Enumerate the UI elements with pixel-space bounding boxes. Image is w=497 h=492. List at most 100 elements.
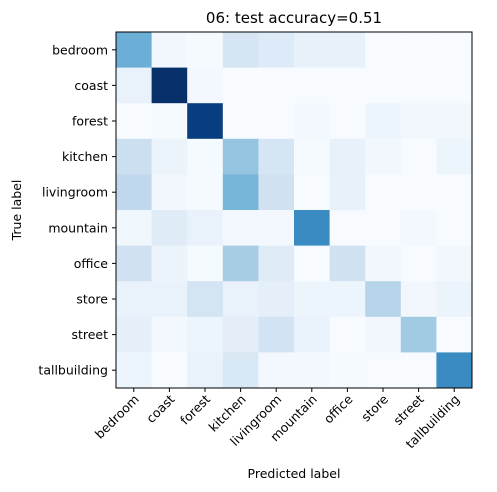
heatmap-cell-coast-forest <box>187 67 224 104</box>
heatmap-cell-livingroom-office <box>329 174 366 211</box>
heatmap-cell-kitchen-coast <box>151 138 188 175</box>
heatmap-cell-mountain-street <box>400 210 437 247</box>
heatmap-cell-office-livingroom <box>258 245 295 282</box>
heatmap-cell-street-livingroom <box>258 316 295 353</box>
y-tick-label: tallbuilding <box>38 363 108 378</box>
heatmap-cell-store-kitchen <box>222 281 259 318</box>
heatmap-cell-street-store <box>365 316 402 353</box>
y-tick-label: livingroom <box>42 185 108 200</box>
heatmap-cell-kitchen-forest <box>187 138 224 175</box>
x-axis-label: Predicted label <box>248 466 341 481</box>
heatmap-cell-livingroom-bedroom <box>116 174 153 211</box>
heatmap-cell-kitchen-tallbuilding <box>436 138 473 175</box>
heatmap-cell-livingroom-livingroom <box>258 174 295 211</box>
heatmap-cells <box>116 32 473 389</box>
heatmap-cell-mountain-mountain <box>294 210 331 247</box>
chart-title: 06: test accuracy=0.51 <box>206 9 382 27</box>
heatmap-cell-office-forest <box>187 245 224 282</box>
heatmap-cell-forest-bedroom <box>116 103 153 140</box>
heatmap-cell-office-kitchen <box>222 245 259 282</box>
heatmap-cell-livingroom-tallbuilding <box>436 174 473 211</box>
heatmap-cell-store-street <box>400 281 437 318</box>
heatmap-cell-mountain-livingroom <box>258 210 295 247</box>
heatmap-cell-street-office <box>329 316 366 353</box>
heatmap-cell-mountain-forest <box>187 210 224 247</box>
heatmap-cell-mountain-coast <box>151 210 188 247</box>
heatmap-cell-office-coast <box>151 245 188 282</box>
heatmap-cell-kitchen-street <box>400 138 437 175</box>
y-tick-label: kitchen <box>62 149 108 164</box>
heatmap-cell-bedroom-livingroom <box>258 32 295 69</box>
heatmap-cell-forest-tallbuilding <box>436 103 473 140</box>
heatmap-cell-tallbuilding-store <box>365 352 402 389</box>
heatmap-cell-forest-kitchen <box>222 103 259 140</box>
heatmap-cell-coast-tallbuilding <box>436 67 473 104</box>
heatmap-cell-tallbuilding-kitchen <box>222 352 259 389</box>
heatmap-cell-street-tallbuilding <box>436 316 473 353</box>
heatmap-cell-mountain-kitchen <box>222 210 259 247</box>
y-tick-label: street <box>71 327 108 342</box>
heatmap-cell-office-bedroom <box>116 245 153 282</box>
heatmap-cell-tallbuilding-coast <box>151 352 188 389</box>
heatmap-cell-bedroom-tallbuilding <box>436 32 473 69</box>
heatmap-cell-tallbuilding-forest <box>187 352 224 389</box>
heatmap-cell-office-office <box>329 245 366 282</box>
heatmap-cell-livingroom-store <box>365 174 402 211</box>
heatmap-cell-street-forest <box>187 316 224 353</box>
heatmap-cell-mountain-tallbuilding <box>436 210 473 247</box>
heatmap-cell-bedroom-kitchen <box>222 32 259 69</box>
heatmap-cell-livingroom-forest <box>187 174 224 211</box>
heatmap-cell-forest-store <box>365 103 402 140</box>
heatmap-cell-tallbuilding-bedroom <box>116 352 153 389</box>
heatmap-cell-tallbuilding-livingroom <box>258 352 295 389</box>
heatmap-cell-bedroom-mountain <box>294 32 331 69</box>
y-axis-label: True label <box>9 180 24 242</box>
heatmap-cell-coast-livingroom <box>258 67 295 104</box>
heatmap-cell-forest-livingroom <box>258 103 295 140</box>
heatmap-cell-street-street <box>400 316 437 353</box>
heatmap-cell-store-coast <box>151 281 188 318</box>
heatmap-cell-coast-bedroom <box>116 67 153 104</box>
heatmap-cell-street-mountain <box>294 316 331 353</box>
heatmap-cell-livingroom-coast <box>151 174 188 211</box>
heatmap-cell-bedroom-coast <box>151 32 188 69</box>
heatmap-cell-store-tallbuilding <box>436 281 473 318</box>
heatmap-cell-coast-mountain <box>294 67 331 104</box>
heatmap-cell-bedroom-bedroom <box>116 32 153 69</box>
heatmap-cell-store-forest <box>187 281 224 318</box>
heatmap-cell-bedroom-street <box>400 32 437 69</box>
heatmap-cell-mountain-bedroom <box>116 210 153 247</box>
heatmap-cell-office-mountain <box>294 245 331 282</box>
heatmap-cell-office-street <box>400 245 437 282</box>
heatmap-cell-livingroom-street <box>400 174 437 211</box>
heatmap-cell-street-kitchen <box>222 316 259 353</box>
heatmap-cell-forest-street <box>400 103 437 140</box>
heatmap-cell-bedroom-office <box>329 32 366 69</box>
y-tick-label: forest <box>72 114 108 129</box>
heatmap-cell-mountain-store <box>365 210 402 247</box>
heatmap-cell-forest-coast <box>151 103 188 140</box>
heatmap-cell-kitchen-kitchen <box>222 138 259 175</box>
y-tick-label: bedroom <box>52 42 108 57</box>
heatmap-cell-forest-forest <box>187 103 224 140</box>
heatmap-cell-store-office <box>329 281 366 318</box>
heatmap-cell-store-bedroom <box>116 281 153 318</box>
heatmap-cell-kitchen-mountain <box>294 138 331 175</box>
heatmap-cell-coast-office <box>329 67 366 104</box>
y-tick-label: mountain <box>48 220 108 235</box>
heatmap-cell-mountain-office <box>329 210 366 247</box>
heatmap-cell-store-store <box>365 281 402 318</box>
y-tick-label: coast <box>74 78 108 93</box>
heatmap-cell-coast-store <box>365 67 402 104</box>
heatmap-cell-livingroom-mountain <box>294 174 331 211</box>
heatmap-cell-kitchen-office <box>329 138 366 175</box>
heatmap-cell-tallbuilding-office <box>329 352 366 389</box>
heatmap-cell-forest-mountain <box>294 103 331 140</box>
heatmap-cell-livingroom-kitchen <box>222 174 259 211</box>
heatmap-cell-coast-kitchen <box>222 67 259 104</box>
heatmap-cell-forest-office <box>329 103 366 140</box>
heatmap-cell-street-bedroom <box>116 316 153 353</box>
heatmap-cell-kitchen-bedroom <box>116 138 153 175</box>
heatmap-cell-street-coast <box>151 316 188 353</box>
